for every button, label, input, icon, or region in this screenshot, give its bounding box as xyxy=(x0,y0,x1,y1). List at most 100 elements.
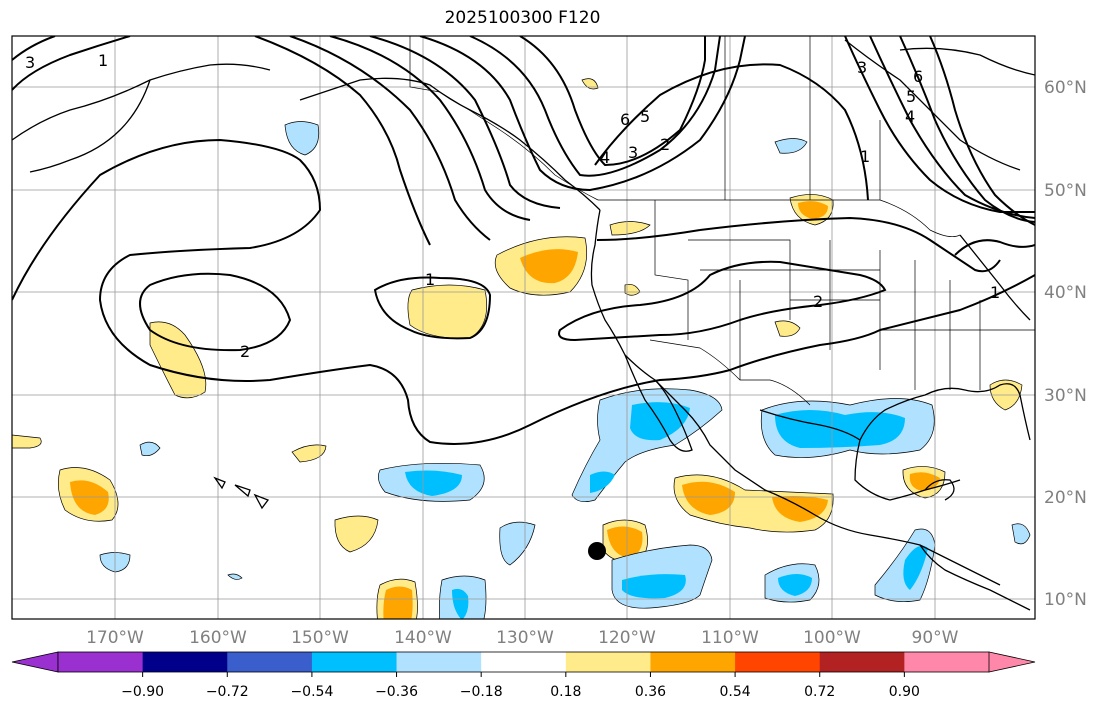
neg-anomaly-6-core xyxy=(903,545,928,590)
neg-anomaly-1-core-b xyxy=(590,471,615,493)
colorbar-segment xyxy=(142,652,228,672)
anomaly-fields xyxy=(12,78,1031,619)
colorbar-segment xyxy=(311,652,398,672)
latitude-labels: 60°N 50°N 40°N 30°N 20°N 10°N xyxy=(1044,78,1087,610)
north-america-west-coast xyxy=(590,209,1001,586)
colorbar-segment xyxy=(735,652,821,672)
colorbar-segment xyxy=(819,652,905,672)
colorbar-extend-high xyxy=(988,651,1036,673)
border-us-canada xyxy=(598,199,961,237)
contour-label-5: 4 xyxy=(600,148,610,167)
height-contours xyxy=(12,36,1035,445)
longitude-labels: 170°W 160°W 150°W 140°W 130°W 120°W 110°… xyxy=(86,628,959,648)
contour-line-12 xyxy=(558,260,887,342)
hawaii-2 xyxy=(234,484,251,498)
lat-label-30: 30°N xyxy=(1044,386,1087,406)
colorbar-tick-label: 0.36 xyxy=(635,684,666,700)
contour-label-13: 1 xyxy=(425,270,435,289)
neg-anomaly-8 xyxy=(499,521,536,566)
colorbar-tick-label: −0.18 xyxy=(460,684,503,700)
pos-anomaly-5 xyxy=(334,515,379,553)
contour-label-11: 4 xyxy=(905,107,915,126)
contour-line-10 xyxy=(139,272,292,352)
contour-line-21 xyxy=(954,239,1035,256)
contour-label-9: 6 xyxy=(913,67,923,86)
contour-line-5 xyxy=(419,36,746,192)
contour-line-6 xyxy=(469,36,721,177)
canada-provinces xyxy=(724,36,881,200)
pos-anomaly-3 xyxy=(149,321,207,399)
contour-label-16: 1 xyxy=(990,283,1000,302)
mexico-gulf xyxy=(854,439,961,501)
lon-label-130w: 130°W xyxy=(496,628,554,648)
contour-line-19 xyxy=(699,216,1001,273)
contour-label-15: 2 xyxy=(813,292,823,311)
lon-label-140w: 140°W xyxy=(394,628,452,648)
neg-anomaly-7-core xyxy=(452,588,469,619)
colorbar-tick-label: 0.90 xyxy=(889,684,920,700)
contour-line-14 xyxy=(12,36,56,61)
contour-line-9 xyxy=(12,138,1035,445)
neg-anomaly-13 xyxy=(1011,523,1031,545)
coastlines xyxy=(12,39,1035,611)
lon-label-150w: 150°W xyxy=(291,628,349,648)
contour-label-14: 2 xyxy=(240,342,250,361)
colorbar-segment xyxy=(650,652,736,672)
yucatan xyxy=(924,479,955,501)
us-states-1 xyxy=(654,200,880,380)
contour-line-20 xyxy=(596,229,701,241)
lon-label-110w: 110°W xyxy=(701,628,759,648)
pos-anomaly-7 xyxy=(291,444,327,463)
pos-anomaly-6-core xyxy=(383,586,413,619)
contour-label-1: 3 xyxy=(25,53,35,72)
alaska-coast xyxy=(12,63,601,211)
contour-label-4: 5 xyxy=(640,107,650,126)
colorbar-tick-label: −0.90 xyxy=(121,684,164,700)
contour-line-13 xyxy=(12,36,131,91)
contour-line-1 xyxy=(254,36,431,246)
pos-anomaly-14 xyxy=(581,78,599,90)
neg-anomaly-4-core xyxy=(622,574,686,599)
pos-anomaly-4-core xyxy=(70,480,109,515)
contour-label-8: 3 xyxy=(857,58,867,77)
contour-label-12: 1 xyxy=(860,147,870,166)
pos-anomaly-10-core xyxy=(798,201,828,219)
contour-line-4 xyxy=(369,36,561,209)
canada-north xyxy=(844,39,1021,171)
neg-anomaly-5-core xyxy=(778,574,812,596)
neg-anomaly-12 xyxy=(774,138,808,154)
contour-line-18 xyxy=(929,36,1035,226)
colorbar-tick-label: 0.72 xyxy=(804,684,835,700)
pos-anomaly-13 xyxy=(774,320,801,337)
contour-line-17 xyxy=(899,36,1035,223)
colorbar-segment xyxy=(904,652,990,672)
colorbar: −0.90 −0.72 −0.54 −0.36 −0.18 0.18 0.36 0.54 0.7… xyxy=(11,651,1036,700)
contour-label-6: 3 xyxy=(628,143,638,162)
neg-anomaly-11 xyxy=(139,441,161,457)
pos-anomaly-9-core-b xyxy=(772,496,828,522)
colorbar-outline xyxy=(57,651,990,673)
contour-line-2 xyxy=(289,36,491,241)
colorbar-tick-label: −0.36 xyxy=(375,684,418,700)
contour-labels: 3 1 6 5 4 3 2 3 6 5 4 1 1 2 2 1 xyxy=(25,51,1000,361)
political-borders xyxy=(409,36,1035,406)
pos-anomaly-9-core-a xyxy=(682,481,735,515)
lat-label-40: 40°N xyxy=(1044,283,1087,303)
colorbar-tick-label: 0.54 xyxy=(720,684,751,700)
hawaii-1 xyxy=(213,476,226,490)
lon-label-100w: 100°W xyxy=(803,628,861,648)
pos-anomaly-8-core xyxy=(607,526,643,558)
colorbar-tick-label: 0.18 xyxy=(550,684,581,700)
central-america xyxy=(919,544,1031,611)
contour-label-2: 1 xyxy=(98,51,108,70)
contour-label-7: 2 xyxy=(660,135,670,154)
hawaii-3 xyxy=(253,493,270,510)
us-states-2 xyxy=(879,250,1035,390)
lon-label-170w: 170°W xyxy=(86,628,144,648)
colorbar-segment xyxy=(481,652,567,672)
neg-anomaly-14 xyxy=(227,573,243,580)
contour-line-15 xyxy=(844,36,1035,213)
colorbar-segment xyxy=(227,652,313,672)
alaska-peninsula xyxy=(29,79,151,173)
